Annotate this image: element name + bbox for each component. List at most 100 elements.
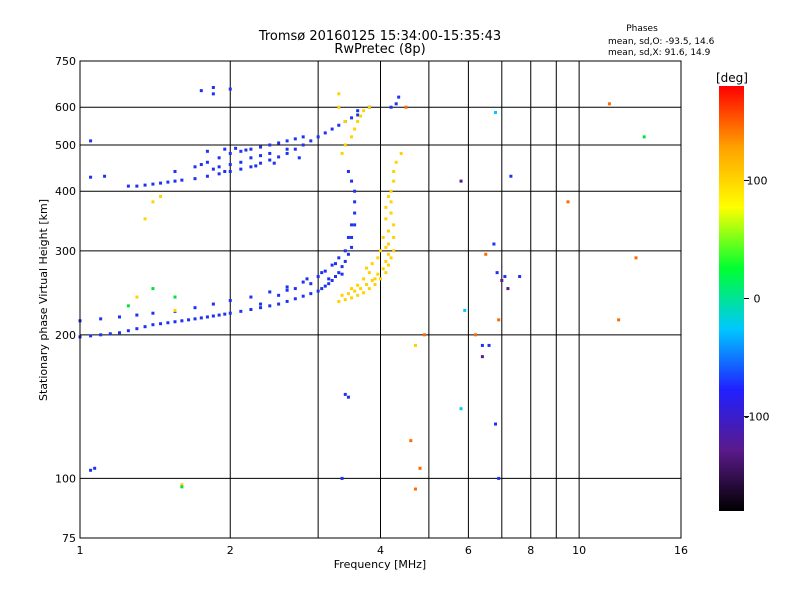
- data-point: [337, 271, 341, 275]
- data-point: [337, 123, 341, 127]
- data-point: [173, 169, 177, 173]
- x-axis-ticks: 1 2 4 6 8 10 16: [77, 544, 689, 557]
- data-point: [384, 271, 388, 275]
- data-point: [506, 287, 510, 291]
- data-point: [497, 318, 501, 322]
- data-point: [459, 179, 463, 183]
- data-point: [211, 85, 215, 89]
- y-tick-label: 75: [62, 532, 76, 545]
- data-point: [93, 466, 97, 470]
- data-point: [301, 294, 305, 298]
- data-point: [259, 161, 263, 165]
- data-point: [367, 287, 371, 291]
- data-point: [309, 292, 313, 296]
- data-point: [249, 295, 253, 299]
- data-point: [337, 92, 341, 96]
- data-point: [166, 321, 170, 325]
- data-point: [350, 235, 354, 239]
- data-point: [320, 271, 324, 275]
- data-point: [249, 307, 253, 311]
- data-point: [205, 149, 209, 153]
- data-point: [193, 306, 197, 310]
- data-point: [249, 165, 253, 169]
- data-point: [356, 109, 360, 113]
- data-point: [89, 468, 93, 472]
- data-point: [244, 148, 248, 152]
- data-point: [285, 299, 289, 303]
- data-point: [386, 252, 390, 256]
- data-point: [350, 135, 354, 139]
- data-point: [389, 256, 393, 260]
- data-point: [384, 245, 388, 249]
- colorbar: [719, 86, 744, 511]
- data-point: [346, 292, 350, 296]
- data-point: [495, 271, 499, 275]
- data-point: [103, 174, 107, 178]
- data-point: [370, 262, 374, 266]
- data-point: [249, 147, 253, 151]
- data-point: [346, 252, 350, 256]
- data-point: [333, 262, 337, 266]
- data-point: [272, 161, 276, 165]
- data-point: [159, 322, 163, 326]
- data-point: [343, 259, 347, 263]
- data-point: [381, 267, 385, 271]
- data-point: [346, 235, 350, 239]
- data-point: [89, 139, 93, 143]
- data-point: [394, 160, 398, 164]
- colorbar-ticks: 100 0 -100: [744, 174, 769, 424]
- data-point: [193, 165, 197, 169]
- stats-title: Phases: [626, 24, 658, 34]
- data-point: [239, 167, 243, 171]
- data-point: [135, 327, 139, 331]
- data-point: [617, 318, 621, 322]
- data-point: [340, 293, 344, 297]
- data-point: [211, 167, 215, 171]
- data-point: [337, 105, 341, 109]
- data-point: [268, 143, 272, 147]
- data-point: [343, 249, 347, 253]
- data-point: [259, 306, 263, 310]
- data-point: [337, 256, 341, 260]
- data-point: [384, 259, 388, 263]
- data-point: [205, 160, 209, 164]
- data-point: [373, 282, 377, 286]
- data-point: [494, 422, 498, 426]
- data-point: [343, 120, 347, 124]
- chart-title: Tromsø 20160125 15:34:00-15:35:43: [258, 29, 501, 44]
- data-point: [330, 263, 334, 267]
- data-point: [367, 105, 371, 109]
- data-point: [356, 283, 360, 287]
- y-axis-ticks: 75 100 200 300 400 500 600 750: [55, 55, 76, 545]
- data-point: [239, 309, 243, 313]
- data-point: [228, 151, 232, 155]
- data-point: [223, 312, 227, 316]
- data-point: [362, 277, 366, 281]
- y-tick-label: 100: [55, 472, 76, 485]
- data-point: [285, 139, 289, 143]
- data-point: [187, 318, 191, 322]
- data-point: [494, 110, 498, 114]
- data-point: [350, 223, 354, 227]
- y-tick-label: 300: [55, 245, 76, 258]
- data-point: [350, 287, 354, 291]
- colorbar-label: [deg]: [716, 71, 748, 85]
- data-point: [239, 160, 243, 164]
- data-point: [199, 163, 203, 167]
- data-point: [509, 174, 513, 178]
- data-point: [211, 92, 215, 96]
- data-point: [126, 329, 130, 333]
- colorbar-tick-label: 100: [747, 174, 768, 187]
- data-point: [389, 211, 393, 215]
- data-point: [193, 317, 197, 321]
- data-point: [386, 194, 390, 198]
- data-point: [389, 105, 393, 109]
- data-point: [173, 308, 177, 312]
- stats-line-o: mean, sd,O: -93.5, 14.6: [608, 37, 715, 47]
- data-points: [78, 85, 646, 491]
- data-point: [392, 169, 396, 173]
- data-point: [135, 184, 139, 188]
- data-point: [381, 235, 385, 239]
- data-point: [268, 158, 272, 162]
